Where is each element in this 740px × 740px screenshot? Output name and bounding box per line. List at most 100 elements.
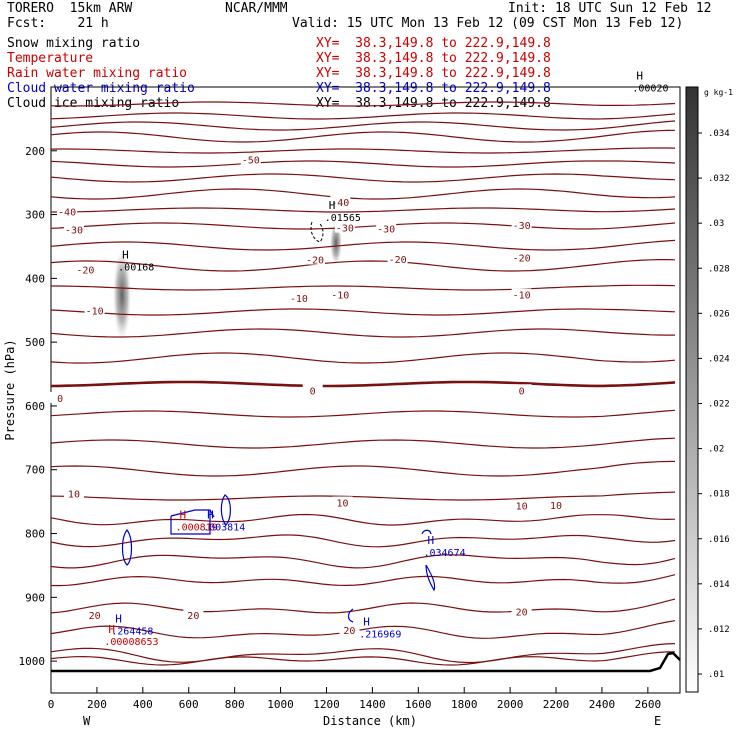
temperature-contours xyxy=(50,101,676,666)
extrema-labels: H.00168H.01565H.00020H.000819H.003814H.0… xyxy=(104,69,668,648)
colorbar-tick-label: .026 xyxy=(708,309,730,319)
x-tick-label: 600 xyxy=(179,698,199,711)
isotherm-line xyxy=(50,147,676,154)
x-tick-label: 2000 xyxy=(497,698,524,711)
colorbar-tick-label: .01 xyxy=(708,670,724,680)
contour-label-bg xyxy=(511,605,532,617)
extremum-value: .000819 xyxy=(176,522,218,533)
colorbar-tick-label: .032 xyxy=(708,174,730,184)
contour-label: -20 xyxy=(513,254,531,265)
colorbar-tick-label: .016 xyxy=(708,535,730,545)
forecast-hour: Fcst: 21 h xyxy=(7,16,109,31)
isotherm-line xyxy=(50,173,676,183)
colorbar-tick-label: .028 xyxy=(708,264,730,274)
field-name: Rain water mixing ratio xyxy=(7,66,188,81)
x-tick-label: 1200 xyxy=(313,698,340,711)
x-tick-label: 1600 xyxy=(405,698,432,711)
contour-label-bg xyxy=(387,252,408,264)
y-tick-label: 200 xyxy=(25,145,45,158)
colorbar-ticks: .01 .012 .014 .016 .018 .02 .022 .024 .026 .028 .0… xyxy=(698,129,730,680)
field-name: Temperature xyxy=(7,51,94,66)
extremum-value: .00168 xyxy=(118,263,154,274)
extremum-value: .264458 xyxy=(111,626,153,637)
contour-label-bg xyxy=(75,263,96,275)
isotherm-line xyxy=(50,409,676,418)
isotherm-line xyxy=(50,643,676,664)
contour-label: -20 xyxy=(76,266,94,277)
x-axis-east-label: E xyxy=(654,714,661,728)
contour-label: -30 xyxy=(65,226,83,237)
contour-label-bg xyxy=(511,251,532,263)
contour-label-bg xyxy=(183,608,204,620)
isotherm-line xyxy=(50,352,676,364)
isotherm-line xyxy=(50,513,676,526)
x-axis-west-label: W xyxy=(83,714,91,728)
contour-label-bg xyxy=(84,304,105,316)
extremum-symbol: H xyxy=(427,534,434,547)
colorbar-tick-label: .02 xyxy=(708,445,724,455)
y-tick-label: 500 xyxy=(25,336,45,349)
field-xy-range: XY= 38.3,149.8 to 222.9,149.8 xyxy=(316,51,551,66)
snow-shading-1 xyxy=(113,250,131,340)
isotherm-line xyxy=(50,160,676,168)
colorbar-tick-label: .014 xyxy=(708,580,730,590)
contour-label: -20 xyxy=(306,256,324,267)
terrain-line xyxy=(51,651,681,673)
isotherm-line xyxy=(50,222,676,230)
y-tick-label: 300 xyxy=(25,209,45,222)
field-name: Cloud water mixing ratio xyxy=(7,81,195,96)
contour-label-bg xyxy=(511,288,532,300)
colorbar-tick-label: .03 xyxy=(708,219,724,229)
contour-label: 0 xyxy=(519,386,525,397)
isotherm-line xyxy=(50,120,676,131)
contour-label-bg xyxy=(302,384,323,396)
contour-label: -10 xyxy=(86,307,104,318)
isotherm-line xyxy=(50,259,676,272)
colorbar-tick-label: .012 xyxy=(708,625,730,635)
isotherm-line xyxy=(50,328,675,338)
cloud-water-contours xyxy=(121,494,436,623)
contour-label: 10 xyxy=(550,501,562,512)
extremum-value: .00020 xyxy=(632,83,668,94)
isotherm-line xyxy=(50,437,676,449)
colorbar-tick-label: .024 xyxy=(708,354,730,364)
contour-label-bg xyxy=(288,291,309,303)
y-tick-label: 900 xyxy=(25,591,45,604)
isotherm-line xyxy=(50,308,676,316)
x-axis-label: Distance (km) xyxy=(323,714,417,728)
x-tick-label: 1400 xyxy=(359,698,386,711)
contour-label-bg xyxy=(63,487,84,499)
isotherm-line xyxy=(51,207,676,213)
contour-label: -30 xyxy=(377,224,395,235)
x-tick-label: 400 xyxy=(133,698,153,711)
y-tick-label: 700 xyxy=(25,464,45,477)
x-tick-label: 1800 xyxy=(451,698,478,711)
x-tick-label: 2400 xyxy=(589,698,616,711)
contour-label: -30 xyxy=(513,221,531,232)
contour-label: 10 xyxy=(337,499,349,510)
isotherm-line xyxy=(50,554,676,569)
isotherm-line xyxy=(50,380,676,388)
contour-label-bg xyxy=(546,499,567,511)
extremum-symbol: H xyxy=(363,616,370,629)
isotherm-line xyxy=(51,284,676,291)
isotherm-line xyxy=(50,620,676,639)
y-tick-label: 800 xyxy=(25,528,45,541)
isotherm-line xyxy=(50,491,676,501)
contour-label: 10 xyxy=(516,502,528,513)
contour-label: -40 xyxy=(58,208,76,219)
x-tick-label: 2600 xyxy=(635,698,662,711)
contour-label: -10 xyxy=(331,291,349,302)
contour-label-bg xyxy=(511,499,532,511)
y-tick-label: 400 xyxy=(25,272,45,285)
isotherm-line xyxy=(50,239,676,251)
contour-label: 0 xyxy=(310,386,316,397)
field-name: Snow mixing ratio xyxy=(7,36,141,51)
org-label: NCAR/MMM xyxy=(225,1,288,16)
isotherm-line xyxy=(50,651,676,666)
x-tick-label: 200 xyxy=(87,698,107,711)
extremum-value: .00008653 xyxy=(104,637,158,648)
cloud-ice-contour xyxy=(310,221,324,243)
contour-label: -20 xyxy=(389,255,407,266)
